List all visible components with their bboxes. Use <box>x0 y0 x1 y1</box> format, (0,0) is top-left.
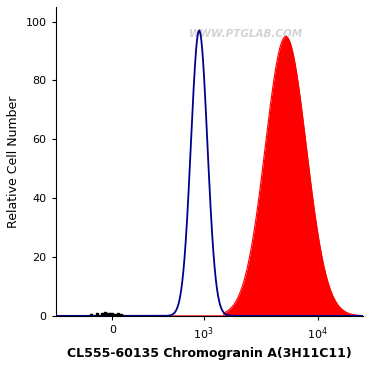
Text: WWW.PTGLAB.COM: WWW.PTGLAB.COM <box>189 29 303 39</box>
Point <box>94 311 100 317</box>
Point <box>115 312 121 317</box>
Point <box>107 312 113 317</box>
X-axis label: CL555-60135 Chromogranin A(3H11C11): CL555-60135 Chromogranin A(3H11C11) <box>67 347 352 360</box>
Point <box>112 312 118 317</box>
Y-axis label: Relative Cell Number: Relative Cell Number <box>7 95 20 228</box>
Point <box>99 310 105 316</box>
Point <box>110 311 115 317</box>
Point <box>88 312 94 317</box>
Point <box>102 310 108 316</box>
Point <box>118 312 124 318</box>
Point <box>105 311 111 317</box>
